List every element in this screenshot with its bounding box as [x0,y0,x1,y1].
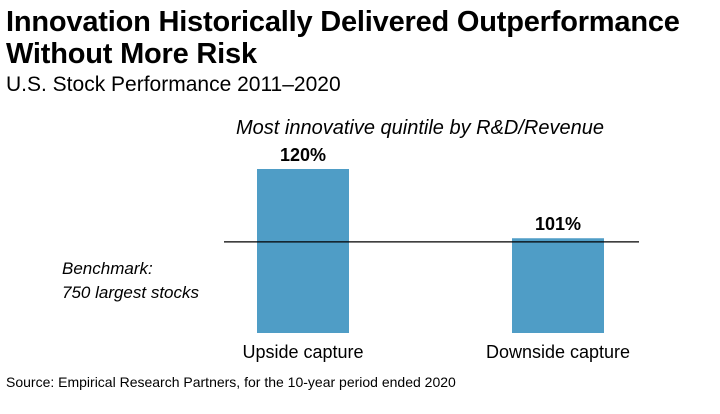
chart-subtitle: U.S. Stock Performance 2011–2020 [6,73,341,96]
category-label: Upside capture [242,342,363,362]
source-note: Source: Empirical Research Partners, for… [6,374,456,390]
category-label: Downside capture [486,342,630,362]
data-label: 120% [280,145,326,165]
bars-layer: 120% Upside capture 101% Downside capture [224,145,639,362]
chart-inner-title: Most innovative quintile by R&D/Revenue [236,117,604,139]
data-label: 101% [535,214,581,234]
bar-upside-capture [257,169,349,333]
benchmark-label-line1: Benchmark: [62,259,153,278]
chart-main-title: Innovation Historically Delivered Outper… [6,6,680,70]
benchmark-label-line2: 750 largest stocks [62,283,200,302]
bar-downside-capture [512,238,604,333]
